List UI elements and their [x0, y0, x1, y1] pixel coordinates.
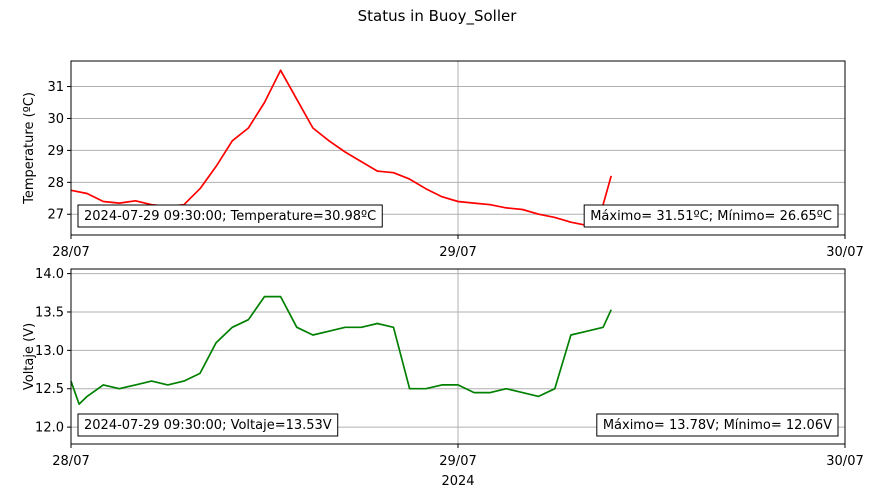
annotation-maxmin: Máximo= 31.51ºC; Mínimo= 26.65ºC: [590, 209, 832, 224]
series-line: [70, 69, 613, 227]
annotation-current: 2024-07-29 09:30:00; Temperature=30.98ºC: [84, 209, 376, 224]
x-tick-label: 30/07: [826, 245, 863, 260]
annotation-maxmin: Máximo= 13.78V; Mínimo= 12.06V: [603, 418, 832, 433]
y-tick-label: 14.0: [35, 267, 64, 282]
plot-frame: [70, 268, 846, 445]
x-axis-label: 2024: [441, 474, 474, 489]
figure-title: Status in Buoy_Soller: [357, 7, 517, 25]
series-line: [70, 295, 612, 405]
y-axis-label: Temperature (ºC): [22, 92, 37, 205]
x-tick-label: 28/07: [52, 454, 89, 469]
y-tick-label: 27: [47, 208, 64, 223]
y-axis-label: Voltaje (V): [22, 323, 37, 390]
x-tick-label: 29/07: [439, 454, 476, 469]
y-tick-label: 30: [47, 112, 64, 127]
annotation-current-box: [77, 413, 339, 437]
x-tick-label: 28/07: [52, 245, 89, 260]
annotation-current-box: [77, 204, 383, 228]
y-tick-label: 12.0: [35, 421, 64, 436]
annotation-maxmin-box: [596, 413, 839, 437]
y-tick-label: 31: [47, 80, 64, 95]
y-tick-label: 29: [47, 144, 64, 159]
x-tick-label: 29/07: [439, 245, 476, 260]
y-tick-label: 13.0: [35, 344, 64, 359]
x-tick-label: 30/07: [826, 454, 863, 469]
annotation-maxmin-box: [583, 204, 839, 228]
plot-frame: [70, 60, 846, 236]
y-tick-label: 12.5: [35, 382, 64, 397]
y-tick-label: 13.5: [35, 305, 64, 320]
y-tick-label: 28: [47, 176, 64, 191]
annotation-current: 2024-07-29 09:30:00; Voltaje=13.53V: [84, 418, 332, 433]
